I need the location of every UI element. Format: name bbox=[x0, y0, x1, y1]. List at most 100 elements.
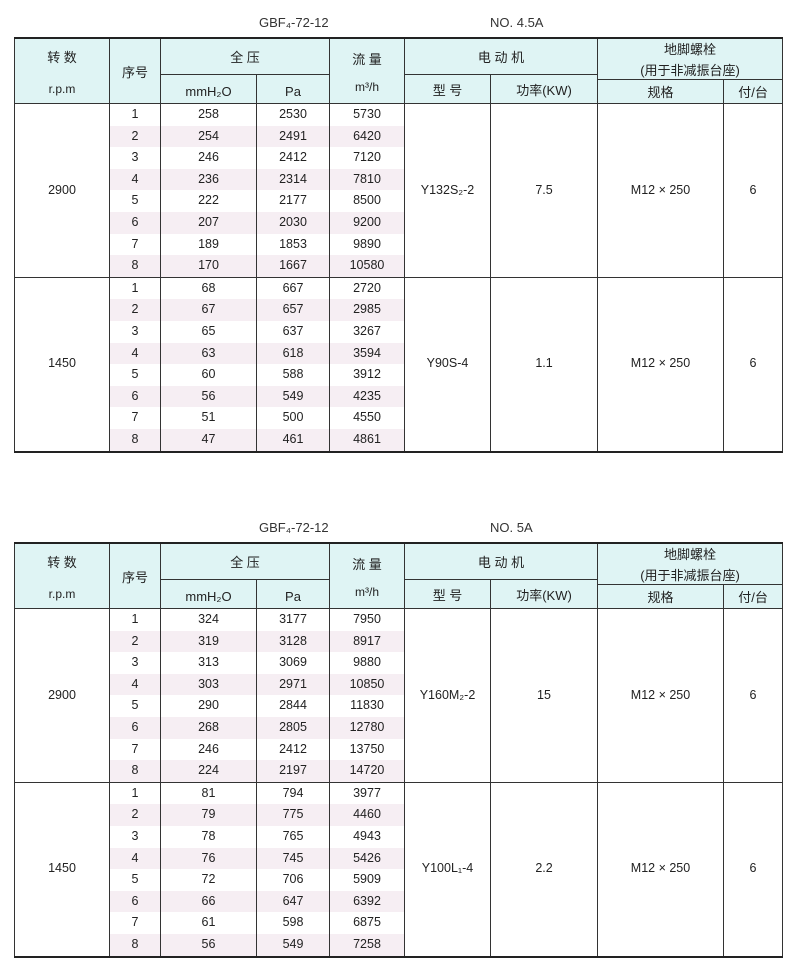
motor-power-cell: 15 bbox=[489, 608, 599, 783]
flow-cell: 8917 bbox=[329, 630, 405, 653]
pressure-mmh2o-cell: 79 bbox=[160, 804, 257, 826]
header-pa: Pa bbox=[256, 579, 330, 609]
seq-cell: 2 bbox=[109, 630, 161, 653]
header-motor-power: 功率(KW) bbox=[489, 579, 599, 609]
pressure-pa-cell: 2805 bbox=[256, 716, 330, 739]
table-row: 6 207 2030 9200 bbox=[15, 211, 783, 234]
seq-cell: 8 bbox=[109, 428, 161, 452]
pressure-pa-cell: 618 bbox=[256, 342, 330, 365]
seq-cell: 8 bbox=[109, 760, 161, 783]
flow-cell: 7120 bbox=[329, 147, 405, 169]
seq-cell: 5 bbox=[109, 190, 161, 212]
pressure-pa-cell: 745 bbox=[256, 847, 330, 870]
table-row: 3 65 637 3267 bbox=[15, 320, 783, 343]
pressure-pa-cell: 647 bbox=[256, 890, 330, 913]
flow-cell: 7810 bbox=[329, 168, 405, 191]
header-mmh2o: mmH₂O bbox=[160, 579, 257, 609]
pressure-mmh2o-cell: 246 bbox=[160, 738, 257, 761]
pressure-pa-cell: 794 bbox=[256, 781, 330, 805]
seq-cell: 4 bbox=[109, 342, 161, 365]
header-motor-model: 型 号 bbox=[404, 579, 491, 609]
table-row: 2 254 2491 6420 bbox=[15, 125, 783, 148]
seq-cell: 1 bbox=[109, 608, 161, 631]
pressure-mmh2o-cell: 189 bbox=[160, 233, 257, 256]
seq-cell: 7 bbox=[109, 233, 161, 256]
header-speed: 转 数 r.p.m bbox=[14, 38, 110, 104]
table-row: 7 51 500 4550 bbox=[15, 407, 783, 429]
pressure-mmh2o-cell: 56 bbox=[160, 933, 257, 957]
performance-table: 转 数 r.p.m 序号 全 压 流 量 m³/h 电 动 机 地脚螺栓 (用于非减振… bbox=[14, 542, 784, 958]
pressure-mmh2o-cell: 254 bbox=[160, 125, 257, 148]
header-flow: 流 量 m³/h bbox=[329, 543, 405, 609]
table-row: 8 56 549 7258 bbox=[15, 933, 783, 957]
seq-cell: 7 bbox=[109, 912, 161, 934]
table-row: 3 246 2412 7120 bbox=[15, 147, 783, 169]
header-seq: 序号 bbox=[109, 543, 161, 609]
motor-power-cell: 2.2 bbox=[489, 781, 599, 957]
seq-cell: 2 bbox=[109, 804, 161, 826]
seq-cell: 7 bbox=[109, 738, 161, 761]
motor-power-cell: 7.5 bbox=[489, 103, 599, 278]
table-row: 6 66 647 6392 bbox=[15, 890, 783, 913]
header-bolt-qty: 付/台 bbox=[723, 79, 784, 104]
seq-cell: 2 bbox=[109, 125, 161, 148]
header-bolt: 地脚螺栓 (用于非减振台座) bbox=[597, 543, 784, 585]
pressure-pa-cell: 588 bbox=[256, 364, 330, 386]
flow-cell: 8500 bbox=[329, 190, 405, 212]
bolt-spec-cell: M12 × 250 bbox=[597, 276, 725, 452]
pressure-pa-cell: 2177 bbox=[256, 190, 330, 212]
header-bolt-qty: 付/台 bbox=[723, 584, 784, 609]
pressure-mmh2o-cell: 56 bbox=[160, 385, 257, 408]
pressure-mmh2o-cell: 66 bbox=[160, 890, 257, 913]
pressure-mmh2o-cell: 222 bbox=[160, 190, 257, 212]
seq-cell: 6 bbox=[109, 716, 161, 739]
pressure-pa-cell: 2197 bbox=[256, 760, 330, 783]
bolt-spec-cell: M12 × 250 bbox=[597, 608, 725, 783]
flow-cell: 9890 bbox=[329, 233, 405, 256]
pressure-pa-cell: 3128 bbox=[256, 630, 330, 653]
seq-cell: 4 bbox=[109, 168, 161, 191]
flow-cell: 6875 bbox=[329, 912, 405, 934]
pressure-pa-cell: 549 bbox=[256, 385, 330, 408]
table-title: GBF₄-72-12 NO. 4.5A bbox=[14, 15, 782, 35]
seq-cell: 6 bbox=[109, 385, 161, 408]
pressure-mmh2o-cell: 47 bbox=[160, 428, 257, 452]
pressure-mmh2o-cell: 78 bbox=[160, 825, 257, 848]
seq-cell: 1 bbox=[109, 781, 161, 805]
pressure-pa-cell: 775 bbox=[256, 804, 330, 826]
flow-cell: 13750 bbox=[329, 738, 405, 761]
rpm-cell: 1450 bbox=[14, 276, 110, 452]
header-speed: 转 数 r.p.m bbox=[14, 543, 110, 609]
flow-cell: 5909 bbox=[329, 869, 405, 891]
seq-cell: 8 bbox=[109, 255, 161, 278]
table-row: 4 76 745 5426 bbox=[15, 847, 783, 870]
fan-number: NO. 4.5A bbox=[490, 15, 544, 30]
flow-cell: 12780 bbox=[329, 716, 405, 739]
performance-table: 转 数 r.p.m 序号 全 压 流 量 m³/h 电 动 机 地脚螺栓 (用于非减振… bbox=[14, 37, 784, 453]
seq-cell: 6 bbox=[109, 211, 161, 234]
rpm-cell: 2900 bbox=[14, 608, 110, 783]
header-pressure: 全 压 bbox=[160, 543, 330, 580]
motor-model-cell: Y132S₂-2 bbox=[404, 103, 491, 278]
bolt-qty-cell: 6 bbox=[723, 781, 784, 957]
motor-model-cell: Y160M₂-2 bbox=[404, 608, 491, 783]
header-motor-power: 功率(KW) bbox=[489, 74, 599, 104]
pressure-pa-cell: 598 bbox=[256, 912, 330, 934]
seq-cell: 3 bbox=[109, 825, 161, 848]
table-row: 5 222 2177 8500 bbox=[15, 190, 783, 212]
flow-cell: 6392 bbox=[329, 890, 405, 913]
flow-cell: 4460 bbox=[329, 804, 405, 826]
bolt-spec-cell: M12 × 250 bbox=[597, 103, 725, 278]
flow-cell: 7258 bbox=[329, 933, 405, 957]
table-row: 3 78 765 4943 bbox=[15, 825, 783, 848]
pressure-mmh2o-cell: 170 bbox=[160, 255, 257, 278]
pressure-mmh2o-cell: 224 bbox=[160, 760, 257, 783]
flow-cell: 10580 bbox=[329, 255, 405, 278]
flow-cell: 4861 bbox=[329, 428, 405, 452]
flow-cell: 14720 bbox=[329, 760, 405, 783]
pressure-mmh2o-cell: 65 bbox=[160, 320, 257, 343]
header-motor: 电 动 机 bbox=[403, 543, 599, 580]
table-row: 2 79 775 4460 bbox=[15, 804, 783, 826]
flow-cell: 3977 bbox=[329, 781, 405, 805]
header-bolt: 地脚螺栓 (用于非减振台座) bbox=[597, 38, 784, 80]
